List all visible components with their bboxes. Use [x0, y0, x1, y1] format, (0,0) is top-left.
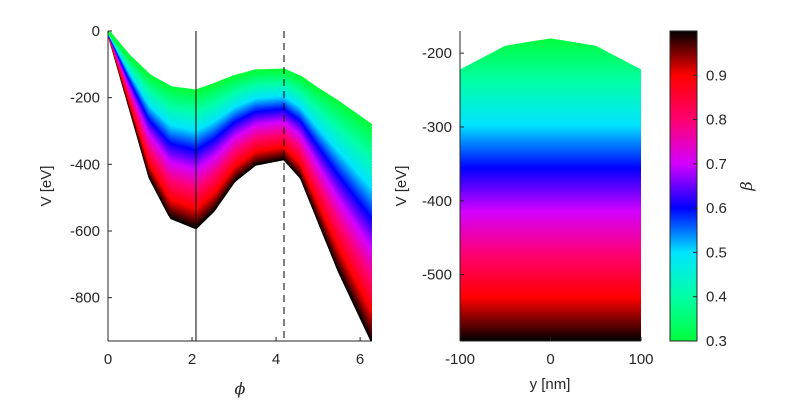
x-tick-label: -100 — [445, 351, 475, 368]
x-tick-label: 0 — [546, 351, 554, 368]
y-tick-label: -600 — [70, 223, 100, 240]
right-x-label: y [nm] — [530, 376, 571, 393]
colorbar-label: β — [737, 181, 756, 191]
colorbar-tick-label: 0.7 — [706, 156, 727, 173]
potential-heatmap — [460, 38, 641, 341]
colorbar-tick-label: 0.6 — [706, 200, 727, 217]
y-tick-label: -800 — [70, 290, 100, 307]
y-tick-label: -400 — [70, 156, 100, 173]
x-tick-label: 6 — [356, 351, 364, 368]
x-tick-label: 0 — [104, 351, 112, 368]
right-y-label: V [eV] — [393, 166, 410, 207]
y-tick-label: -200 — [70, 90, 100, 107]
right-ticks: -100 0 100 -200 -300 -400 -500 — [422, 45, 654, 368]
x-tick-label: 100 — [628, 351, 653, 368]
curve-band — [108, 31, 372, 341]
colorbar-ticks: 0.3 0.4 0.5 0.6 0.7 0.8 0.9 — [693, 67, 727, 350]
y-tick-label: -500 — [422, 267, 452, 284]
y-tick-label: 0 — [92, 23, 100, 40]
y-tick-label: -200 — [422, 45, 452, 62]
y-tick-label: -400 — [422, 193, 452, 210]
x-tick-label: 4 — [272, 351, 280, 368]
left-axes: 0 2 4 6 0 -200 -400 -600 -800 V [eV] ϕ — [38, 23, 372, 398]
vertical-markers — [195, 31, 285, 341]
curve-beta-0.30 — [108, 31, 372, 128]
colorbar-tick-label: 0.3 — [706, 333, 727, 350]
colorbar: 0.3 0.4 0.5 0.6 0.7 0.8 0.9 β — [669, 30, 756, 350]
y-tick-label: -300 — [422, 119, 452, 136]
colorbar-tick-label: 0.4 — [706, 289, 727, 306]
left-x-label: ϕ — [235, 379, 246, 398]
colorbar-tick-label: 0.9 — [706, 67, 727, 84]
colorbar-tick-label: 0.8 — [706, 112, 727, 129]
colorbar-gradient — [669, 30, 698, 342]
right-axes: -100 0 100 -200 -300 -400 -500 V [eV] y [nm] — [393, 31, 654, 393]
left-y-label: V [eV] — [38, 166, 55, 207]
left-ticks: 0 2 4 6 0 -200 -400 -600 -800 — [70, 23, 364, 368]
colorbar-tick-label: 0.5 — [706, 244, 727, 261]
x-tick-label: 2 — [188, 351, 196, 368]
